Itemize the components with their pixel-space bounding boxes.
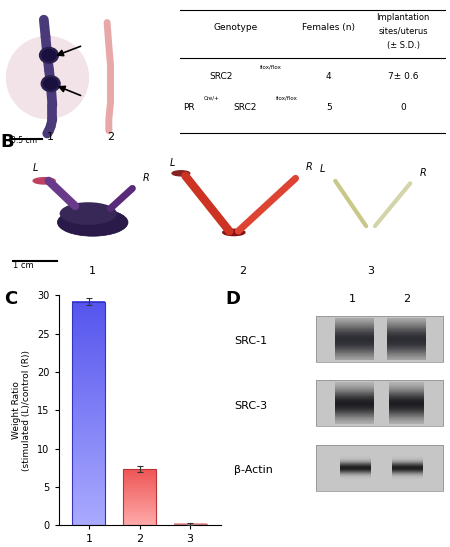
- Text: R: R: [142, 173, 149, 183]
- Text: C: C: [4, 290, 18, 308]
- Text: Cre/+: Cre/+: [204, 95, 220, 101]
- Text: SRC2: SRC2: [233, 103, 256, 112]
- Bar: [174, 524, 207, 525]
- Text: Implantation: Implantation: [376, 13, 430, 21]
- Text: L: L: [169, 158, 175, 168]
- Circle shape: [33, 178, 55, 184]
- Text: 4: 4: [326, 72, 332, 81]
- Text: A: A: [0, 0, 10, 3]
- Circle shape: [41, 76, 60, 91]
- Text: R: R: [420, 168, 427, 178]
- Text: 0: 0: [400, 103, 406, 112]
- Text: (± S.D.): (± S.D.): [387, 41, 419, 50]
- Circle shape: [40, 48, 58, 63]
- Ellipse shape: [58, 208, 128, 236]
- Bar: [123, 469, 156, 525]
- Text: SRC-1: SRC-1: [234, 336, 267, 346]
- Bar: [316, 316, 443, 362]
- Text: 2: 2: [403, 294, 410, 304]
- Text: B: B: [0, 132, 14, 150]
- Text: R: R: [306, 161, 312, 172]
- Text: 1 cm: 1 cm: [14, 261, 34, 270]
- Text: flox/flox: flox/flox: [275, 95, 297, 101]
- Text: D: D: [225, 290, 240, 308]
- Text: 1: 1: [47, 132, 54, 142]
- Text: Females (n): Females (n): [302, 22, 355, 32]
- Text: PR: PR: [183, 103, 194, 112]
- Bar: [316, 445, 443, 491]
- Ellipse shape: [59, 202, 117, 225]
- Text: β-Actin: β-Actin: [234, 465, 273, 475]
- Text: flox/flox: flox/flox: [260, 64, 282, 69]
- Text: 7± 0.6: 7± 0.6: [388, 72, 418, 81]
- Circle shape: [172, 171, 190, 176]
- Text: 1: 1: [89, 266, 96, 276]
- Y-axis label: Weight Ratio
(stimulated (L)/control (R)): Weight Ratio (stimulated (L)/control (R)…: [12, 350, 32, 471]
- Text: SRC-3: SRC-3: [234, 400, 267, 411]
- Bar: [316, 380, 443, 426]
- Text: 3: 3: [367, 266, 374, 276]
- Bar: [72, 301, 105, 525]
- Circle shape: [223, 229, 245, 236]
- Circle shape: [42, 50, 56, 61]
- Text: L: L: [320, 164, 325, 174]
- Text: 0.5 cm: 0.5 cm: [11, 136, 37, 145]
- Text: 1: 1: [349, 294, 356, 304]
- Circle shape: [44, 78, 58, 89]
- Text: SRC2: SRC2: [209, 72, 233, 81]
- Text: 2: 2: [107, 132, 114, 142]
- Text: 5: 5: [326, 103, 332, 112]
- Text: sites/uterus: sites/uterus: [378, 27, 428, 36]
- Text: L: L: [33, 163, 38, 173]
- Text: 2: 2: [239, 266, 246, 276]
- Text: Genotype: Genotype: [214, 22, 258, 32]
